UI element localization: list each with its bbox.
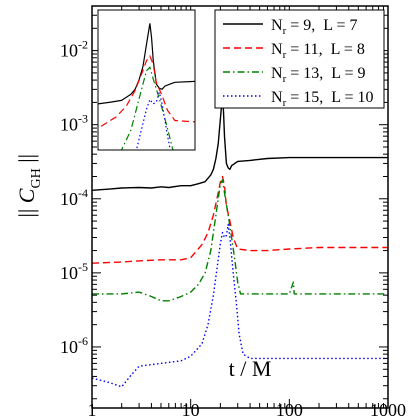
x-tick-label: 10 [182, 400, 200, 418]
y-tick-label: 10-3 [60, 112, 88, 135]
series-line-n-r-11-l-8 [92, 175, 388, 264]
series-line-n-r-13-l-9 [92, 179, 388, 302]
axis-labels: t / M || CGH || 1 10 100 1000 10-6 10-5 10-4 10… [14, 38, 406, 418]
y-tick-label: 10-6 [60, 334, 88, 357]
x-tick-label: 100 [276, 400, 303, 418]
x-tick-label: 1 [88, 400, 97, 418]
legend-entry-label: Nr = 11, L = 8 [271, 41, 365, 61]
legend-box [214, 9, 385, 109]
inset-plot [97, 9, 196, 151]
inset-series-line-n-r-13-l-9 [120, 66, 174, 150]
y-tick-label: 10-5 [60, 260, 88, 283]
legend: Nr = 9, L = 7 Nr = 11, L = 8 Nr = 13, L = … [214, 9, 385, 109]
plot-area [92, 94, 388, 388]
legend-entry-label: Nr = 13, L = 9 [271, 65, 365, 85]
legend-entry-label: Nr = 9, L = 7 [271, 17, 357, 37]
y-tick-label: 10-2 [60, 38, 88, 61]
legend-entry-label: Nr = 15, L = 10 [271, 89, 373, 109]
y-tick-label: 10-4 [60, 186, 88, 209]
series-line-n-r-9-l-7 [92, 94, 388, 191]
x-tick-label: 1000 [370, 400, 406, 418]
x-axis-label: t / M [229, 356, 272, 381]
plot-frame [91, 5, 389, 409]
y-axis-label: || CGH || [14, 154, 44, 218]
inset-series-line-n-r-9-l-7 [98, 23, 195, 105]
inset-series-line-n-r-15-l-10 [135, 90, 171, 150]
